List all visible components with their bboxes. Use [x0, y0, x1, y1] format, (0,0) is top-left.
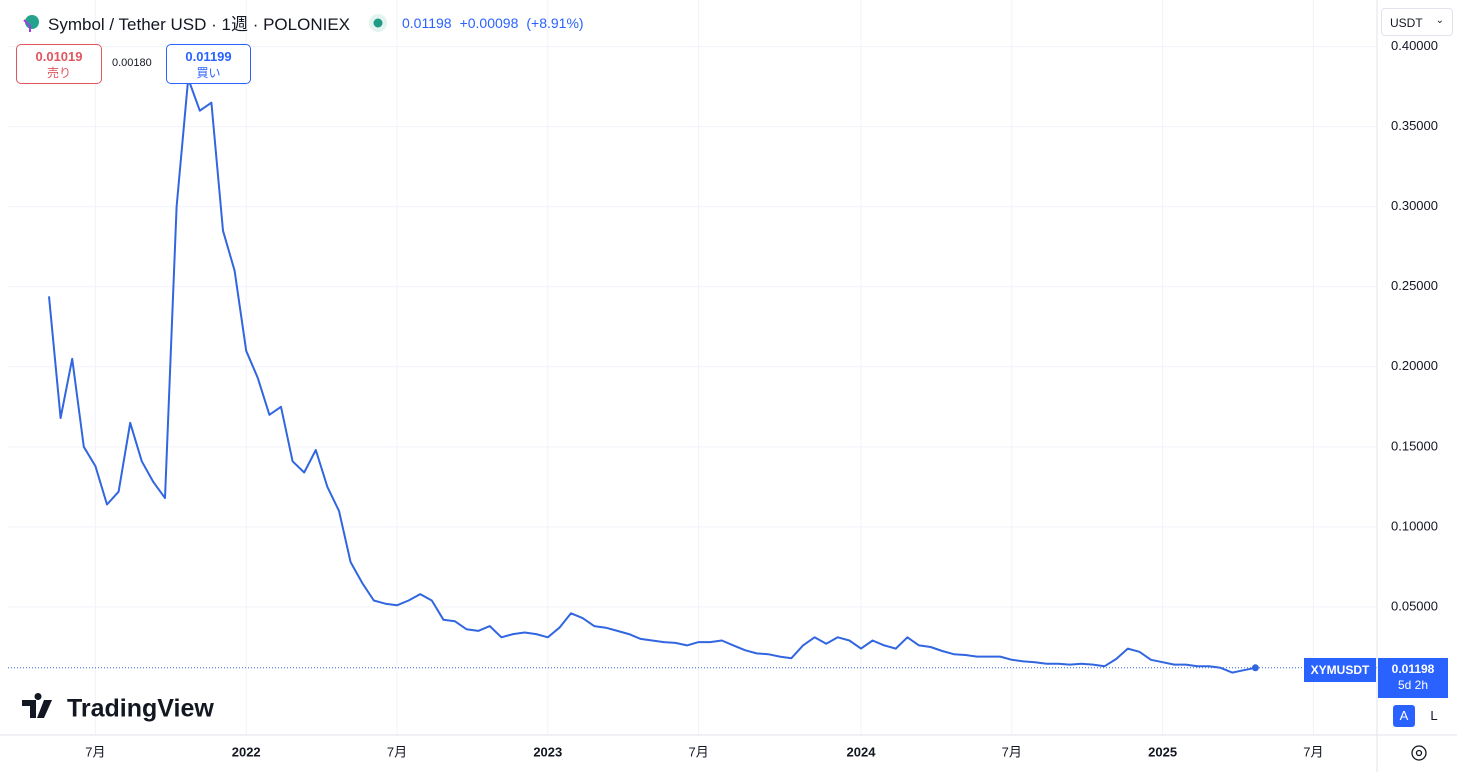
- currency-select[interactable]: USDT ⌄: [1381, 8, 1453, 36]
- settings-icon[interactable]: [1411, 745, 1427, 761]
- symbol-tag: XYMUSDT: [1304, 658, 1376, 682]
- x-tick-label: 7月: [688, 744, 708, 759]
- last-point: [1251, 664, 1259, 672]
- x-tick-label: 7月: [1002, 744, 1022, 759]
- auto-scale-button[interactable]: A: [1393, 705, 1415, 727]
- header: Symbol / Tether USD · 1週 · POLONIEX 0.01…: [22, 10, 584, 35]
- buy-price: 0.01199: [185, 49, 232, 64]
- buy-button[interactable]: 0.01199 買い: [166, 44, 251, 84]
- countdown: 5d 2h: [1397, 678, 1429, 692]
- change: +0.00098: [459, 14, 519, 31]
- tradingview-logo: TradingView: [22, 693, 214, 723]
- logo-text: TradingView: [67, 695, 214, 723]
- change-percent: (+8.91%): [526, 14, 584, 31]
- x-tick-label: 7月: [387, 744, 407, 759]
- buy-label: 買い: [196, 66, 221, 80]
- symbol-icon: [23, 14, 39, 32]
- y-tick-label: 0.40000: [1391, 38, 1438, 53]
- symbol-title: Symbol / Tether USD · 1週 · POLONIEX: [48, 15, 350, 34]
- last-price-label: 0.01198: [1391, 662, 1435, 676]
- x-tick-label: 7月: [1303, 744, 1323, 759]
- log-scale-button[interactable]: L: [1430, 708, 1438, 723]
- price: 0.01198: [402, 14, 452, 31]
- price-line: [48, 77, 1256, 674]
- sell-price: 0.01019: [35, 49, 83, 64]
- sell-label: 売り: [46, 66, 71, 80]
- market-status: [369, 13, 387, 32]
- y-tick-label: 0.25000: [1391, 278, 1438, 293]
- x-tick-label: 2022: [232, 744, 261, 759]
- spread: 0.00180: [112, 57, 152, 69]
- y-tick-label: 0.35000: [1391, 118, 1438, 133]
- x-tick-label: 7月: [85, 744, 105, 759]
- last-price-tag: 0.01198 5d 2h: [1378, 658, 1448, 698]
- x-tick-label: 2025: [1148, 744, 1177, 759]
- y-tick-label: 0.05000: [1391, 598, 1438, 613]
- plot: 0.05000 0.10000 0.15000 0.20000 0.25000 0.300…: [8, 0, 1438, 759]
- y-tick-label: 0.20000: [1391, 358, 1438, 373]
- y-tick-label: 0.30000: [1391, 198, 1438, 213]
- currency-label: USDT: [1390, 16, 1423, 30]
- x-tick-label: 2024: [847, 744, 877, 759]
- x-tick-label: 2023: [533, 744, 562, 759]
- sell-button[interactable]: 0.01019 売り: [16, 44, 102, 84]
- y-tick-label: 0.15000: [1391, 438, 1438, 453]
- y-tick-label: 0.10000: [1391, 518, 1438, 533]
